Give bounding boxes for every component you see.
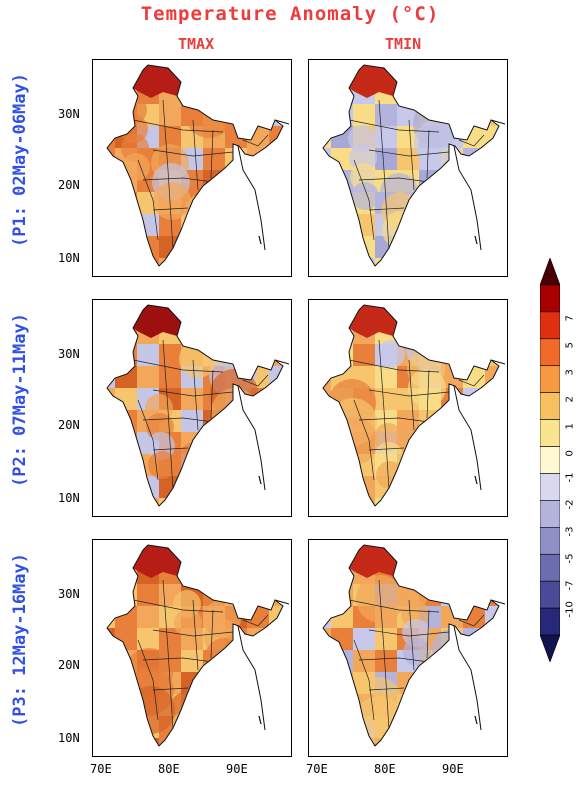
lon-tick-label: 80E [158,762,180,776]
colorbar-label: 0 [564,449,576,457]
lat-tick-label: 30N [58,347,80,361]
colorbar-segment [540,419,560,447]
lon-tick-label: 70E [306,762,328,776]
colorbar-segment [540,392,560,420]
colorbar-segment [540,634,560,662]
colorbar-label: -2 [564,499,576,510]
colorbar-segment [540,284,560,313]
lon-tick-label: 90E [442,762,464,776]
row-label-p2: (P2: 07May-11May) [10,313,30,487]
column-title-tmin: TMIN [385,35,422,53]
colorbar-segment [540,607,560,636]
row-label-p3: (P3: 12May-16May) [10,553,30,727]
colorbar-label: 1 [564,422,576,430]
lat-tick-label: 10N [58,251,80,265]
lon-tick-label: 80E [374,762,396,776]
colorbar-segment [540,553,560,582]
map-panel-tmin-p1 [308,59,508,277]
colorbar-segment [540,500,560,528]
colorbar-label: 5 [564,341,576,349]
lon-tick-label: 90E [226,762,248,776]
map-panel-tmin-p3 [308,539,508,757]
colorbar-segment [540,365,560,393]
map-panel-tmax-p1 [92,59,292,277]
lat-tick-label: 30N [58,107,80,121]
colorbar-segment [540,311,560,340]
colorbar-segment [540,580,560,609]
lat-tick-label: 20N [58,418,80,432]
lat-tick-label: 30N [58,587,80,601]
map-panel-tmax-p2 [92,299,292,517]
colorbar [540,258,560,662]
lat-tick-label: 10N [58,491,80,505]
lon-tick-label: 70E [90,762,112,776]
colorbar-label: 2 [564,395,576,403]
colorbar-segment [540,527,560,555]
lat-tick-label: 20N [58,178,80,192]
colorbar-segment [540,258,560,286]
lat-tick-label: 10N [58,731,80,745]
colorbar-label: -1 [564,472,576,483]
colorbar-label: -5 [564,553,576,564]
lat-tick-label: 20N [58,658,80,672]
figure-title: Temperature Anomaly (°C) [140,3,440,25]
colorbar-segment [540,473,560,501]
colorbar-label: 7 [564,314,576,322]
colorbar-segment [540,446,560,474]
map-panel-tmin-p2 [308,299,508,517]
colorbar-segment [540,338,560,367]
colorbar-label: 3 [564,368,576,376]
row-label-p1: (P1: 02May-06May) [10,73,30,247]
colorbar-label: -7 [564,580,576,591]
colorbar-label: -3 [564,526,576,537]
map-panel-tmax-p3 [92,539,292,757]
colorbar-label: -10 [564,601,576,618]
column-title-tmax: TMAX [178,35,215,53]
